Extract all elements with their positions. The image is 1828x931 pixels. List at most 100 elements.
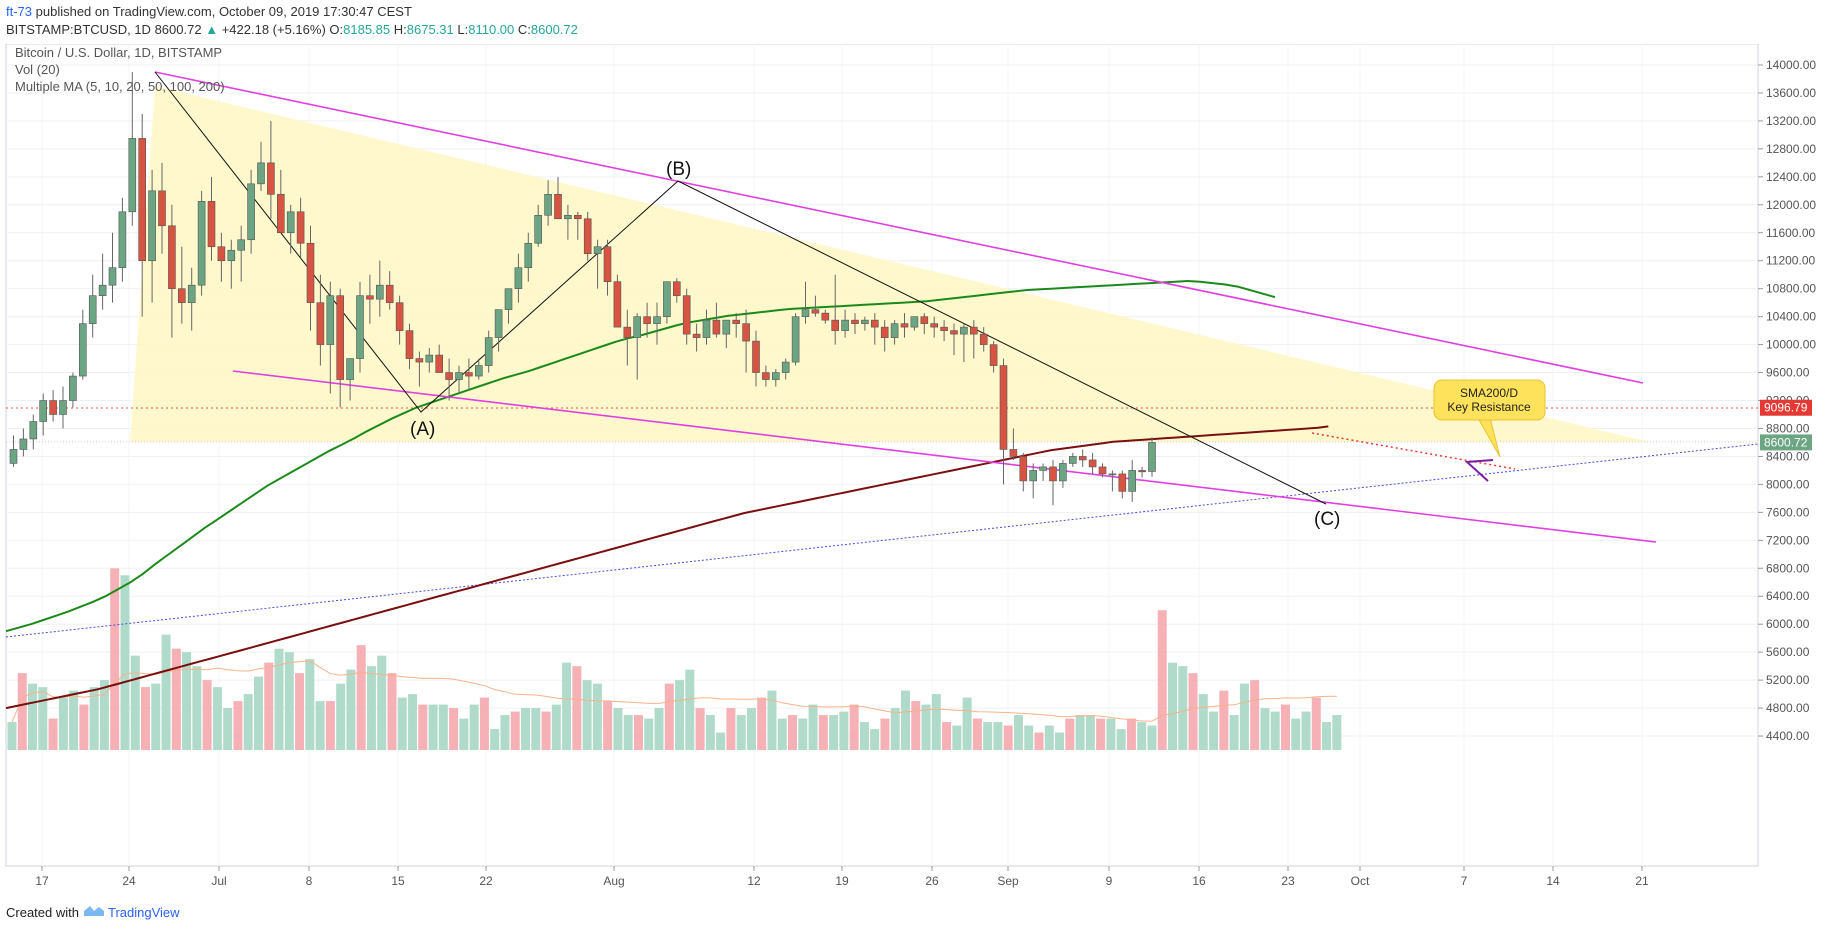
volume-bar [983, 722, 993, 751]
time-axis[interactable]: 17 24 Jul 8 15 22 Aug 12 19 26 Sep 9 16 23 Oct 7 14 21 [35, 866, 1649, 888]
candle-body [9, 449, 18, 464]
volume-bar [1168, 662, 1178, 751]
x-tick-label: 23 [1281, 874, 1295, 888]
candle-body [613, 281, 622, 328]
volume-bar [521, 708, 530, 751]
candle-body [771, 372, 780, 380]
volume-bar [664, 683, 674, 751]
volume-bar [408, 694, 418, 751]
candle-body [1039, 466, 1047, 471]
volume-bar [1075, 715, 1085, 751]
close-label: C: [517, 22, 531, 37]
candle-body [356, 295, 364, 359]
y-tick-label: 12400.00 [1766, 170, 1816, 184]
candle-body [960, 326, 968, 335]
candle-body [762, 372, 770, 380]
candle-body [1029, 470, 1037, 482]
volume-bar [182, 652, 192, 751]
volume-bar [1332, 715, 1342, 751]
footer: Created with TradingView [6, 905, 180, 920]
author-link[interactable]: ft-73 [6, 4, 33, 19]
x-tick-label: 14 [1546, 874, 1560, 888]
candle-body [1019, 456, 1028, 482]
y-tick-label: 11200.00 [1766, 254, 1815, 268]
candle-body [29, 421, 38, 440]
y-tick-label: 7600.00 [1766, 505, 1810, 519]
candle-body [1049, 466, 1057, 482]
volume-bar [69, 690, 79, 751]
candle-body [346, 358, 354, 380]
price-chart[interactable]: (A) (B) (C) SMA200/D Key Resistance Bitc… [0, 44, 1828, 904]
volume-bar [366, 666, 376, 751]
price-axis[interactable]: 14000.00 13600.00 13200.00 12800.00 12400.00… [1758, 58, 1816, 743]
volume-bar [500, 715, 510, 751]
volume-bar [592, 683, 602, 751]
volume-bar [962, 697, 972, 751]
candle-body [197, 201, 206, 286]
candle-body [554, 194, 562, 220]
volume-bar [479, 697, 489, 751]
candle-body [138, 138, 146, 262]
abc-wave-line [154, 71, 1327, 505]
volume-bar [510, 711, 520, 751]
ma200-line [5, 425, 1329, 710]
candle-body [524, 242, 533, 269]
tradingview-link[interactable]: TradingView [108, 905, 180, 920]
volume-bar [777, 718, 787, 751]
candle-body [573, 214, 582, 220]
candle-body [712, 319, 721, 335]
x-tick-label: 12 [747, 874, 761, 888]
candle-body [514, 267, 523, 289]
volume-bar [623, 715, 633, 751]
volume-bar [7, 722, 17, 751]
candle-body [385, 284, 394, 303]
tradingview-logo-icon [83, 906, 104, 916]
volume-bar [818, 715, 828, 751]
candle-body [326, 295, 335, 345]
volume-bar [942, 722, 952, 751]
candle-body [1069, 456, 1077, 464]
volume-bar [377, 655, 387, 751]
volume-bar [562, 662, 572, 751]
volume-bar [28, 683, 38, 751]
volume-bar [336, 683, 346, 751]
created-with-label: Created with [6, 905, 79, 920]
volume-bar [541, 711, 551, 751]
candle-body [425, 354, 434, 363]
candle-body [653, 316, 661, 324]
up-arrow-icon: ▲ [205, 22, 219, 37]
candle-body [375, 284, 384, 300]
candle-body [999, 365, 1008, 450]
candle-body [821, 312, 830, 321]
volume-bar [829, 715, 839, 751]
candle-body [286, 211, 295, 234]
volume-bar [551, 704, 561, 751]
volume-bar [1311, 697, 1321, 751]
volume-bar [1024, 725, 1034, 751]
volume-bar [808, 704, 818, 751]
open-value: 8185.85 [343, 22, 391, 37]
candle-body [692, 333, 701, 338]
volume-bar [161, 634, 171, 751]
candle-body [722, 319, 731, 335]
candle-body [950, 330, 958, 335]
y-tick-label: 13200.00 [1766, 114, 1816, 128]
volume-bar [459, 718, 469, 751]
volume-bar [223, 708, 233, 751]
x-tick-label: Oct [1351, 874, 1370, 888]
candle-body [227, 249, 236, 262]
y-tick-label: 12000.00 [1766, 198, 1816, 212]
chart-border [5, 44, 1759, 867]
volume-bar [141, 687, 151, 751]
candle-body [395, 302, 404, 331]
volume-bar [1003, 725, 1013, 751]
candle-body [811, 309, 820, 314]
volume-bar [685, 669, 695, 751]
volume-bar [952, 725, 962, 751]
candle-body [643, 316, 651, 324]
volume-bar [1209, 711, 1219, 751]
callout-line2: Key Resistance [1447, 400, 1531, 414]
candle-body [752, 340, 760, 373]
candle-body [69, 375, 77, 401]
candle-body [79, 323, 87, 377]
